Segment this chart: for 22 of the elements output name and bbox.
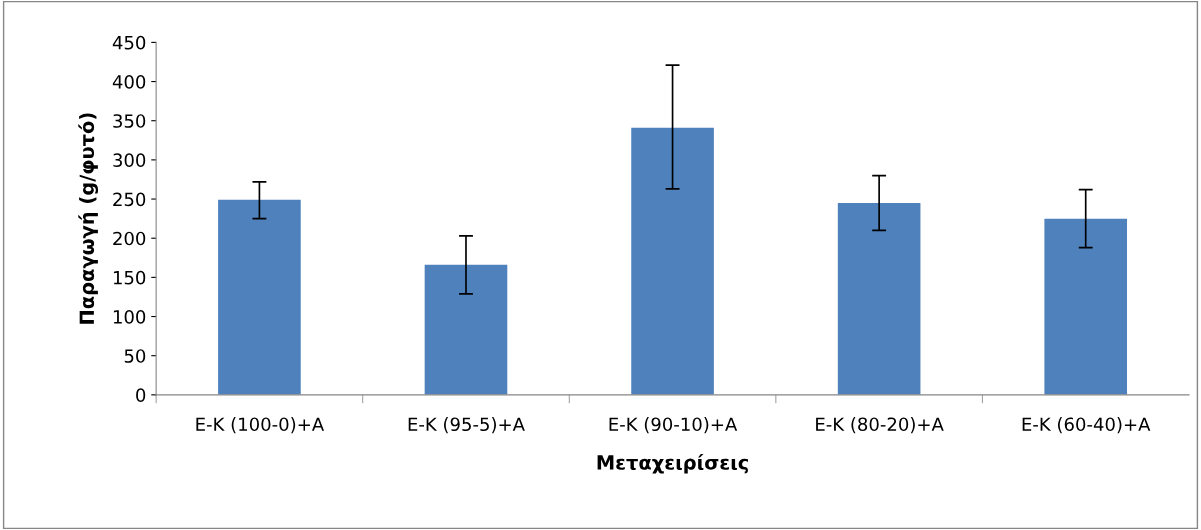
bar	[424, 264, 508, 395]
x-tick-label: E-K (80-20)+A	[816, 417, 944, 434]
y-tick-label: 350	[113, 114, 146, 128]
x-tick-label: E-K (60-40)+A	[1022, 417, 1151, 434]
bar	[218, 199, 301, 395]
y-tick-label: 0	[136, 388, 146, 402]
y-tick-label: 50	[124, 349, 146, 363]
bar	[837, 202, 921, 395]
x-tick-label: E-K (95-5)+A	[408, 417, 525, 434]
y-tick-label: 300	[113, 153, 146, 167]
bar	[631, 127, 714, 395]
bar	[1044, 218, 1128, 395]
x-tick-label: E-K (90-10)+A	[609, 417, 738, 434]
y-tick-label: 150	[113, 270, 146, 285]
y-tick-label: 100	[113, 309, 146, 324]
y-axis-title: Παραγωγή (g/φυτό)	[78, 113, 99, 324]
y-tick-label: 250	[113, 192, 146, 207]
y-tick-label: 450	[112, 35, 146, 50]
x-axis-title: Μεταχειρίσεις	[597, 453, 748, 474]
y-tick-label: 400	[112, 75, 146, 89]
y-tick-label: 200	[113, 231, 146, 246]
x-tick-label: E-K (100-0)+A	[196, 417, 325, 434]
